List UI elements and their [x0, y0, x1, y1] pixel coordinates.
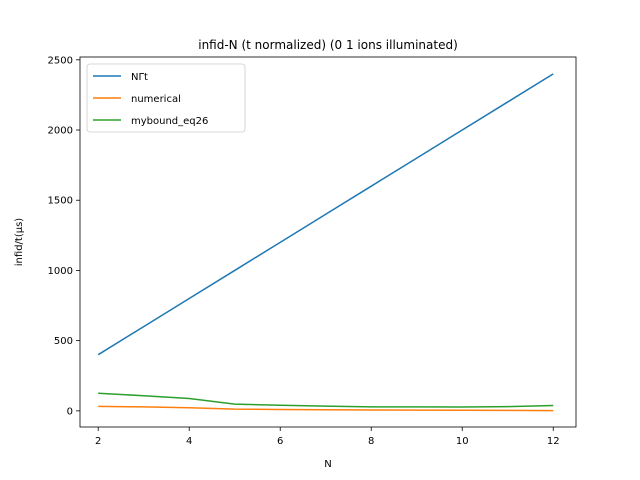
legend: NΓt numerical mybound_eq26	[86, 63, 246, 133]
legend-label-2: mybound_eq26	[131, 116, 208, 127]
x-tick-label: 4	[186, 436, 192, 447]
legend-label-1: numerical	[131, 94, 181, 105]
x-tick-label: 12	[547, 436, 560, 447]
chart-title: infid-N (t normalized) (0 1 ions illumin…	[198, 38, 458, 52]
y-tick-label: 2500	[48, 55, 73, 66]
x-axis-ticks: 2 4 6 8 10 12	[95, 427, 560, 447]
plot-frame	[79, 56, 577, 428]
legend-box	[86, 63, 246, 133]
x-tick-label: 10	[456, 436, 469, 447]
x-tick-label: 8	[368, 436, 374, 447]
series-line-0	[97, 73, 554, 356]
x-tick-label: 2	[95, 436, 101, 447]
y-tick-label: 500	[54, 336, 73, 347]
legend-label-0: NΓt	[131, 72, 148, 83]
y-axis-label: infid/t(μs)	[14, 218, 25, 267]
plot-lines	[97, 73, 554, 412]
series-line-2	[98, 392, 554, 408]
y-tick-label: 1500	[48, 196, 73, 207]
x-tick-label: 6	[277, 436, 283, 447]
y-axis-ticks: 0 500 1000 1500 2000 2500	[48, 55, 80, 417]
y-tick-label: 1000	[48, 266, 73, 277]
y-tick-label: 2000	[48, 126, 73, 137]
x-axis-label: N	[324, 459, 331, 470]
series-line-1	[98, 405, 554, 412]
y-tick-label: 0	[67, 406, 73, 417]
